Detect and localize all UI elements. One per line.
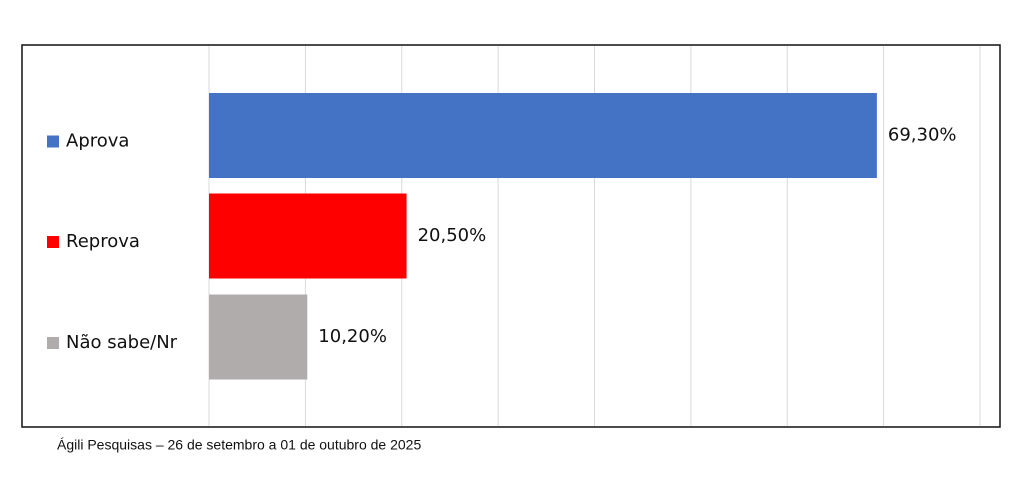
source-note: Ágili Pesquisas – 26 de setembro a 01 de… (57, 437, 421, 453)
category-label: Reprova (66, 231, 140, 252)
value-label: 10,20% (318, 326, 387, 347)
legend-swatch (47, 337, 59, 349)
bar (209, 93, 877, 178)
value-label: 69,30% (888, 125, 957, 146)
category-label: Aprova (66, 131, 129, 152)
bar (209, 193, 407, 279)
bar (209, 294, 308, 380)
legend-swatch (47, 236, 59, 248)
category-label: Não sabe/Nr (66, 332, 178, 353)
legend-swatch (47, 135, 59, 148)
value-label: 20,50% (418, 225, 487, 246)
marks: Aprova 69,30% Reprova 20,50% Não sabe/Nr 10,2… (47, 93, 957, 380)
